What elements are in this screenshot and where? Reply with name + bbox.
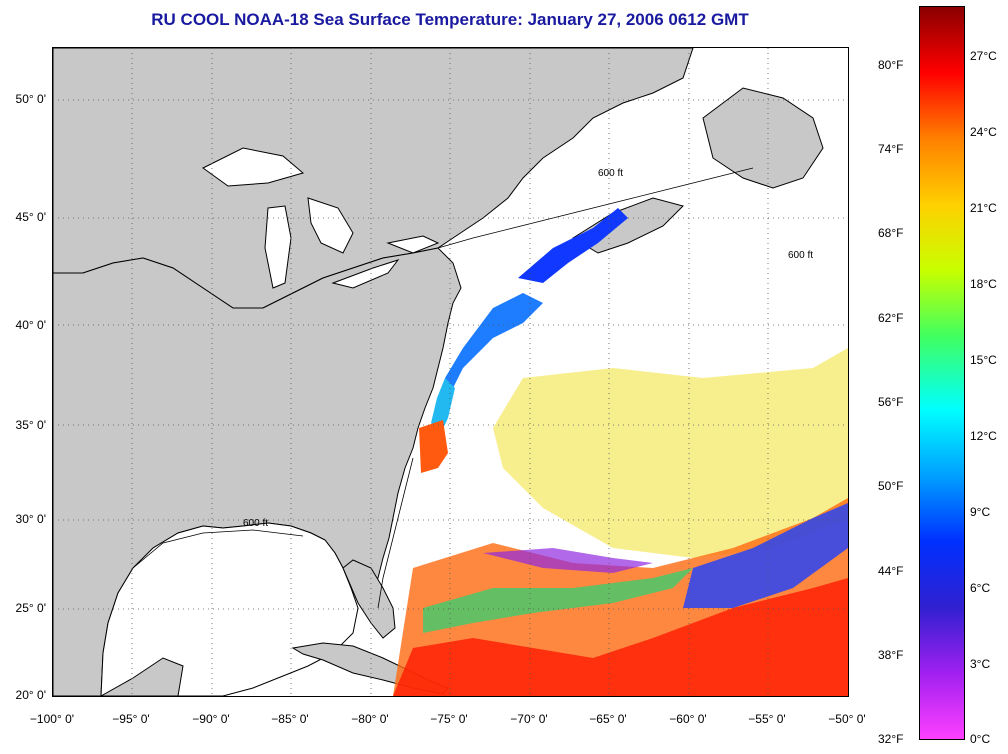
colorbar-f-38: 38°F (878, 648, 904, 662)
sst-band-green (423, 568, 693, 633)
contour-label-1: 600 ft (243, 518, 268, 529)
lake-huron (307, 197, 354, 254)
lon-label-50: −50° 0' (828, 712, 866, 726)
colorbar-f-56: 56°F (878, 395, 904, 409)
sst-cold-band (683, 503, 848, 608)
lon-label-90: −90° 0' (192, 712, 230, 726)
land-newfoundland (702, 87, 824, 189)
land-florida (342, 559, 396, 639)
lat-label-30: 30° 0' (15, 512, 46, 526)
sst-band-purple (483, 548, 653, 573)
lat-label-20: 20° 0' (15, 688, 46, 702)
lon-label-65: −65° 0' (589, 712, 627, 726)
sst-gulf-stream-nc (419, 420, 448, 473)
temperature-colorbar (919, 6, 965, 740)
colorbar-c-21: 21°C (970, 201, 997, 215)
colorbar-c-27: 27°C (970, 49, 997, 63)
lake-michigan (264, 205, 292, 289)
colorbar-c-18: 18°C (970, 277, 997, 291)
gulf-of-mexico (100, 522, 359, 696)
lon-label-95: −95° 0' (112, 712, 150, 726)
colorbar-c-9: 9°C (970, 505, 991, 519)
lon-label-60: −60° 0' (669, 712, 707, 726)
lake-erie (331, 259, 400, 289)
colorbar-c-3: 3°C (970, 657, 991, 671)
colorbar-f-44: 44°F (878, 564, 904, 578)
colorbar-f-74: 74°F (878, 142, 904, 156)
lon-label-85: −85° 0' (271, 712, 309, 726)
lon-label-80: −80° 0' (351, 712, 389, 726)
lon-label-75: −75° 0' (430, 712, 468, 726)
colorbar-c-12: 12°C (970, 429, 997, 443)
lat-label-50: 50° 0' (15, 92, 46, 106)
lon-label-70: −70° 0' (510, 712, 548, 726)
colorbar-f-80: 80°F (878, 58, 904, 72)
sst-south-red (393, 578, 848, 696)
colorbar-f-68: 68°F (878, 226, 904, 240)
colorbar-c-0: 0°C (970, 732, 991, 746)
contour-label-3: 600 ft (788, 250, 813, 261)
contour-label-2: 600 ft (598, 168, 623, 179)
map-title: RU COOL NOAA-18 Sea Surface Temperature:… (151, 10, 749, 29)
sst-map-canvas: 600 ft 600 ft 600 ft (53, 48, 848, 696)
lon-label-100: −100° 0' (29, 712, 75, 726)
colorbar-c-6: 6°C (970, 581, 991, 595)
lake-superior (202, 147, 305, 187)
colorbar-c-24: 24°C (970, 125, 997, 139)
sst-central-yellow (493, 348, 848, 558)
sst-gulf-of-maine (518, 208, 628, 283)
contour-600ft (132, 167, 754, 609)
colorbar-f-62: 62°F (878, 311, 904, 325)
lat-label-45: 45° 0' (15, 210, 46, 224)
sst-shelf-mid (431, 378, 455, 433)
lake-ontario (386, 235, 440, 254)
colorbar-f-32: 32°F (878, 732, 904, 746)
sst-shelf-north (445, 293, 543, 388)
graticule (53, 48, 848, 696)
lat-label-40: 40° 0' (15, 318, 46, 332)
land-yucatan (99, 657, 184, 696)
lon-label-55: −55° 0' (748, 712, 786, 726)
colorbar-c-15: 15°C (970, 353, 997, 367)
sst-map: 600 ft 600 ft 600 ft (52, 47, 849, 697)
colorbar-f-50: 50°F (878, 479, 904, 493)
lat-label-25: 25° 0' (15, 601, 46, 615)
lat-label-35: 35° 0' (15, 418, 46, 432)
